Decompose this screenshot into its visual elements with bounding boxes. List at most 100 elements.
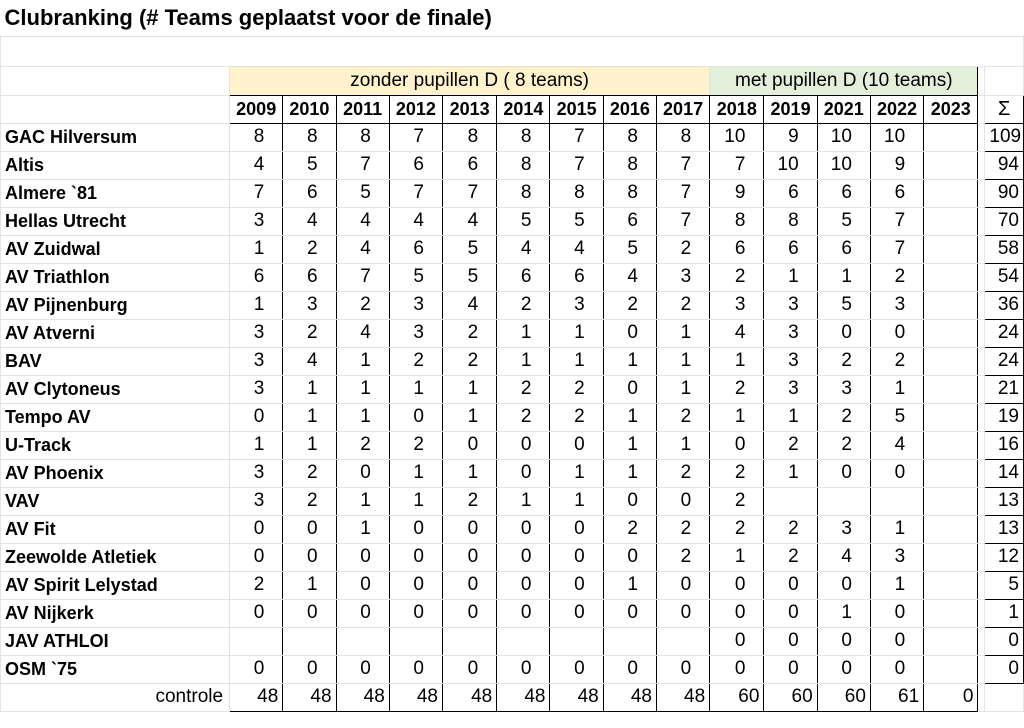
value-cell: 6 [816, 234, 871, 264]
value-cell: 1 [335, 486, 390, 516]
year-header: 2022 [869, 94, 925, 124]
value-cell [923, 374, 979, 404]
value-cell: 2 [549, 402, 604, 432]
empty-cell [984, 65, 1024, 96]
table-row: OSM `75 0 0 0 0 0 0 0 0 0 0 0 0 0 0 [0, 654, 1024, 684]
value-cell: 2 [282, 458, 337, 488]
total-cell: 70 [984, 206, 1024, 236]
value-cell [816, 486, 871, 516]
value-cell: 2 [602, 290, 657, 320]
total-cell: 13 [984, 514, 1024, 544]
value-cell: 7 [655, 150, 711, 180]
value-cell: 0 [229, 598, 284, 628]
total-cell: 36 [984, 290, 1024, 320]
total-cell: 109 [984, 122, 1024, 152]
control-row: controle 48 48 48 48 48 48 48 48 48 60 60 60 61 0 [0, 682, 1024, 712]
control-value-cell: 48 [549, 682, 604, 712]
value-cell: 10 [763, 150, 818, 180]
control-label: controle [0, 682, 231, 712]
value-cell: 1 [763, 402, 818, 432]
value-cell: 1 [441, 458, 498, 488]
value-cell: 6 [869, 178, 925, 208]
value-cell: 5 [496, 206, 551, 236]
club-name: AV Nijkerk [0, 598, 231, 628]
value-cell: 8 [229, 122, 284, 152]
value-cell: 8 [496, 122, 551, 152]
value-cell: 0 [816, 458, 871, 488]
total-cell: 94 [984, 150, 1024, 180]
control-value-cell: 48 [496, 682, 551, 712]
year-header: 2019 [763, 94, 818, 124]
value-cell: 0 [549, 430, 604, 460]
club-name: AV Atverni [0, 318, 231, 348]
value-cell: 6 [763, 234, 818, 264]
value-cell: 8 [282, 122, 337, 152]
value-cell: 8 [602, 122, 657, 152]
value-cell: 0 [602, 318, 657, 348]
empty-cell [977, 94, 986, 124]
empty-cell [977, 430, 986, 460]
control-value-cell: 48 [229, 682, 284, 712]
club-name: AV Fit [0, 514, 231, 544]
value-cell: 1 [388, 458, 444, 488]
value-cell: 0 [763, 654, 818, 684]
value-cell: 1 [549, 486, 604, 516]
value-cell [282, 626, 337, 656]
value-cell: 1 [816, 262, 871, 292]
value-cell: 2 [709, 262, 765, 292]
value-cell: 0 [441, 542, 498, 572]
value-cell: 0 [496, 542, 551, 572]
value-cell: 1 [282, 402, 337, 432]
value-cell [549, 626, 604, 656]
value-cell: 7 [388, 178, 444, 208]
value-cell: 5 [816, 290, 871, 320]
value-cell: 3 [229, 486, 284, 516]
empty-cell [977, 262, 986, 292]
year-header: 2018 [709, 94, 765, 124]
value-cell: 0 [335, 542, 390, 572]
value-cell: 0 [709, 654, 765, 684]
value-cell: 0 [388, 514, 444, 544]
total-cell: 54 [984, 262, 1024, 292]
control-value-cell: 48 [655, 682, 711, 712]
value-cell [655, 626, 711, 656]
empty-cell [977, 570, 986, 600]
value-cell: 3 [388, 290, 444, 320]
value-cell: 6 [602, 206, 657, 236]
value-cell: 4 [282, 346, 337, 376]
value-cell: 2 [549, 374, 604, 404]
value-cell: 2 [655, 290, 711, 320]
club-name: GAC Hilversum [0, 122, 231, 152]
value-cell: 6 [282, 178, 337, 208]
value-cell: 1 [709, 402, 765, 432]
value-cell: 0 [869, 318, 925, 348]
value-cell: 2 [282, 234, 337, 264]
value-cell: 2 [229, 570, 284, 600]
value-cell: 2 [816, 402, 871, 432]
value-cell: 1 [388, 486, 444, 516]
value-cell: 3 [869, 290, 925, 320]
table-row: VAV 3 2 1 1 2 1 1 0 0 2 13 [0, 486, 1024, 516]
value-cell: 8 [496, 150, 551, 180]
value-cell: 1 [549, 346, 604, 376]
total-cell: 21 [984, 374, 1024, 404]
value-cell: 1 [549, 318, 604, 348]
value-cell: 0 [655, 654, 711, 684]
table-row: Hellas Utrecht 3 4 4 4 4 5 5 6 7 8 8 5 7 70 [0, 206, 1024, 236]
value-cell: 0 [549, 570, 604, 600]
value-cell: 7 [335, 262, 390, 292]
year-header: 2017 [655, 94, 711, 124]
empty-cell [977, 486, 986, 516]
value-cell: 0 [282, 514, 337, 544]
value-cell: 0 [602, 654, 657, 684]
value-cell: 7 [388, 122, 444, 152]
value-cell: 6 [763, 178, 818, 208]
value-cell: 3 [763, 374, 818, 404]
value-cell [923, 234, 979, 264]
empty-row [0, 35, 1024, 67]
value-cell: 4 [869, 430, 925, 460]
value-cell: 0 [709, 570, 765, 600]
total-cell: 19 [984, 402, 1024, 432]
control-value-cell: 61 [869, 682, 925, 712]
